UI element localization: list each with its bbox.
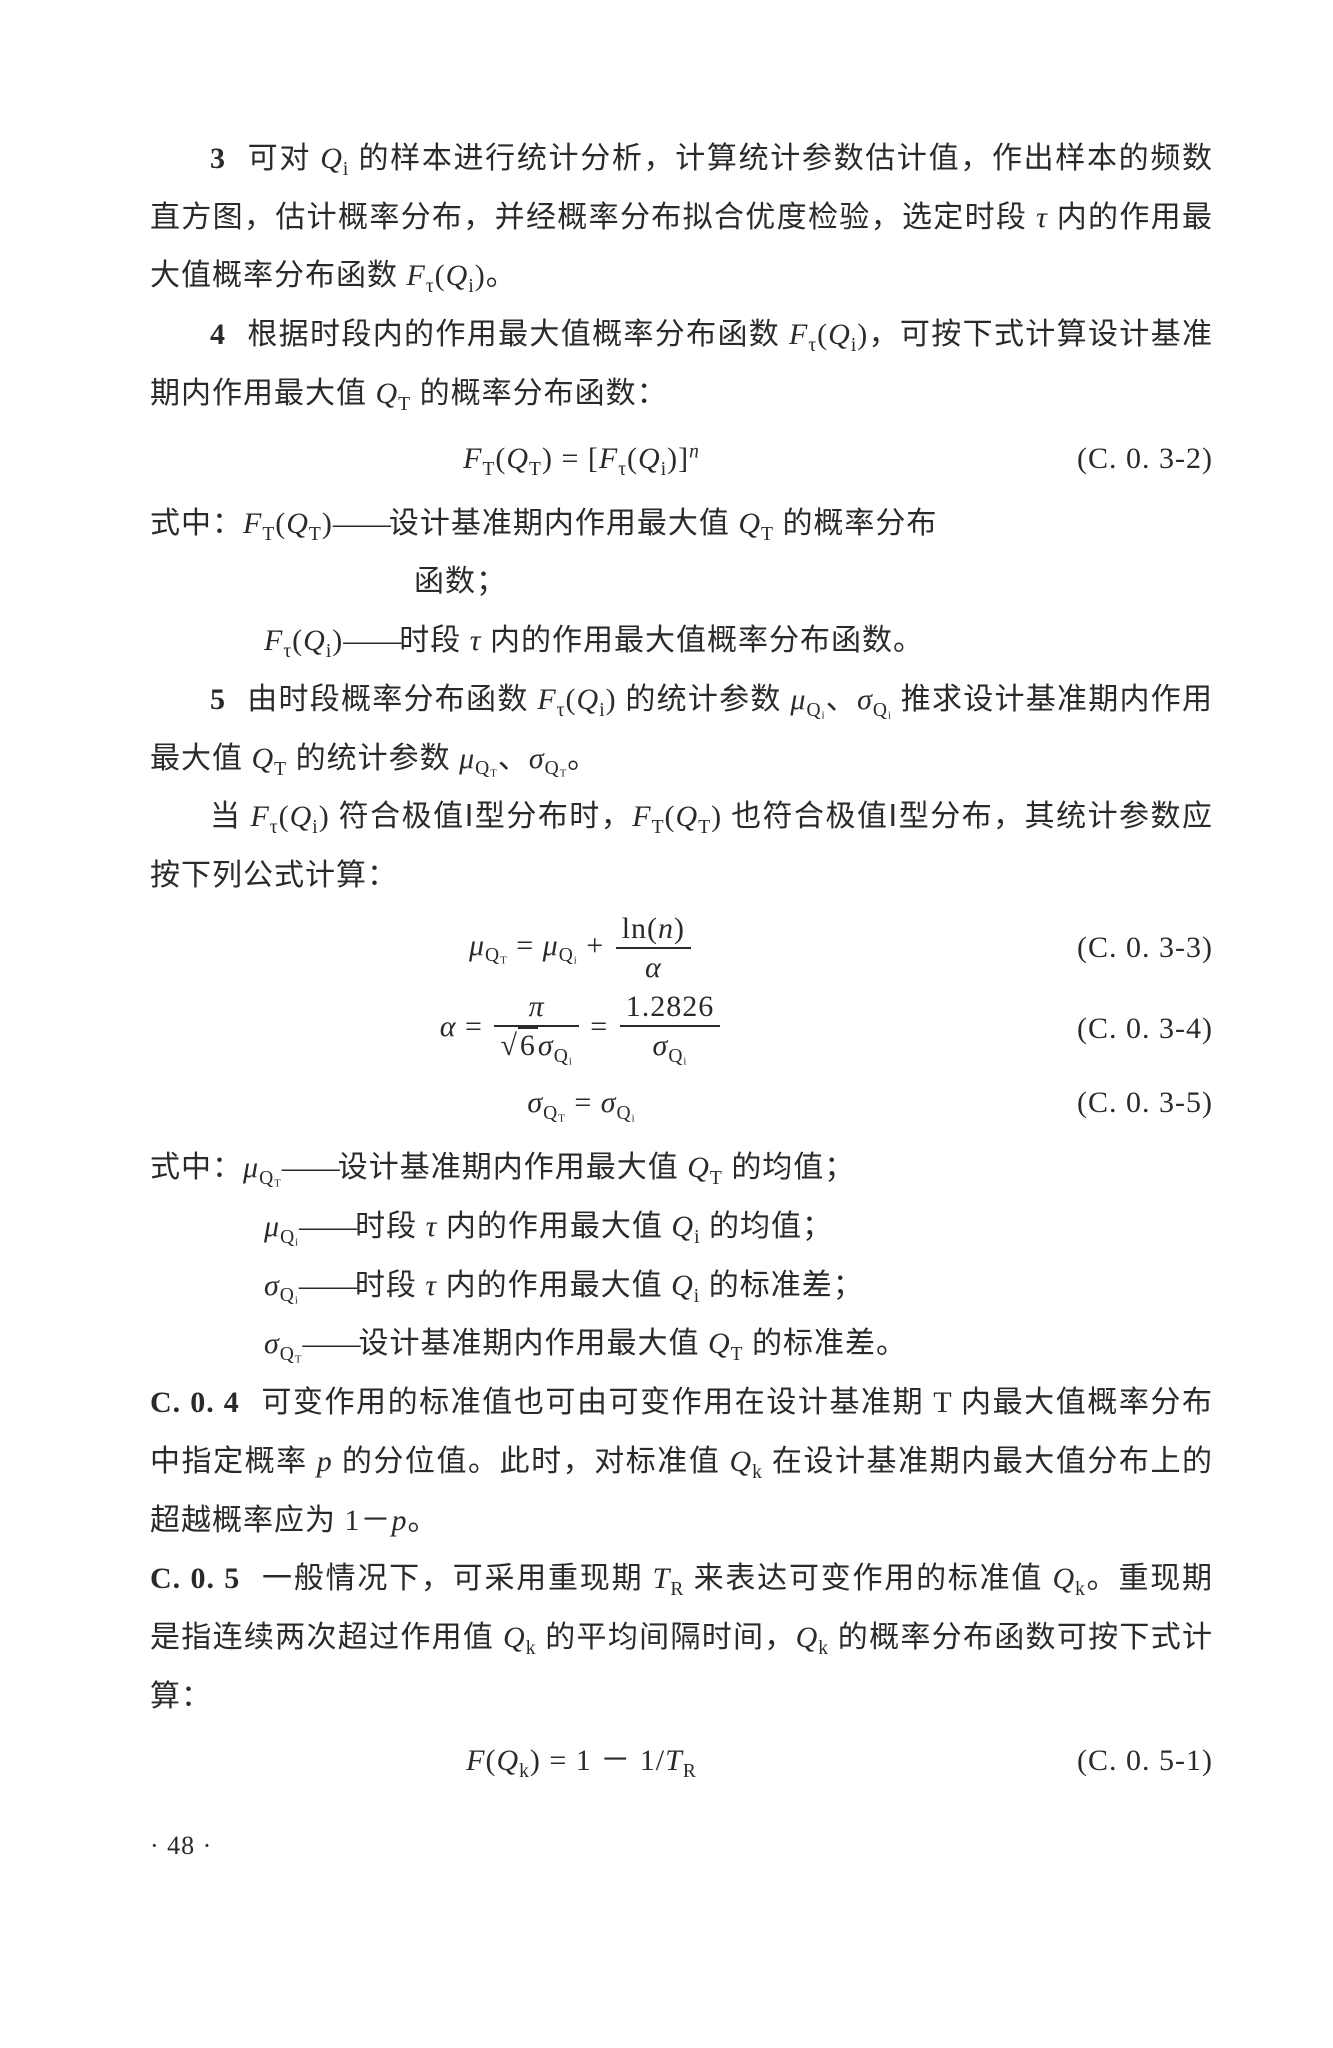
equation-c-0-3-5: σQT = σQi (C. 0. 3-5)	[150, 1074, 1213, 1133]
equation-c-0-3-4: α = π 6σQi = 1.2826 σQi (C. 0. 3-4)	[150, 990, 1213, 1068]
eq-tag-c032: (C. 0. 3-2)	[1013, 430, 1213, 489]
item-3: 3可对 Qi 的样本进行统计分析，计算统计参数估计值，作出样本的频数直方图，估计…	[150, 130, 1213, 306]
lead-c05: C. 0. 5	[150, 1562, 261, 1595]
def-c035-1: 式中：μQT——设计基准期内作用最大值 QT 的均值；	[150, 1139, 1213, 1198]
item-5b: 当 Fτ(Qi) 符合极值Ⅰ型分布时，FT(QT) 也符合极值Ⅰ型分布，其统计参…	[150, 788, 1213, 905]
lead-3: 3	[210, 142, 247, 175]
def-c035-3: σQi——时段 τ 内的作用最大值 Qi 的标准差；	[264, 1257, 1213, 1316]
def-c032-1b: 函数；	[150, 553, 1213, 612]
lead-4: 4	[210, 318, 247, 351]
def-c032-1: 式中：FT(QT)——设计基准期内作用最大值 QT 的概率分布	[150, 495, 1213, 554]
eq-tag-c051: (C. 0. 5-1)	[1013, 1732, 1213, 1791]
page-number: · 48 ·	[150, 1821, 1213, 1872]
def-c035-4: σQT——设计基准期内作用最大值 QT 的标准差。	[264, 1315, 1213, 1374]
section-c-0-4: C. 0. 4可变作用的标准值也可由可变作用在设计基准期 T 内最大值概率分布中…	[150, 1374, 1213, 1550]
lead-5: 5	[210, 683, 247, 716]
item-4: 4根据时段内的作用最大值概率分布函数 Fτ(Qi)，可按下式计算设计基准期内作用…	[150, 306, 1213, 424]
item-5: 5由时段概率分布函数 Fτ(Qi) 的统计参数 μQi、σQi 推求设计基准期内…	[150, 671, 1213, 789]
eq-tag-c034: (C. 0. 3-4)	[1013, 1000, 1213, 1059]
equation-c-0-3-2: FT(QT) = [Fτ(Qi)]n (C. 0. 3-2)	[150, 430, 1213, 489]
def-c035-2: μQi——时段 τ 内的作用最大值 Qi 的均值；	[264, 1198, 1213, 1257]
equation-c-0-5-1: F(Qk) = 1 － 1/TR (C. 0. 5-1)	[150, 1732, 1213, 1791]
lead-c04: C. 0. 4	[150, 1386, 261, 1419]
equation-c-0-3-3: μQT = μQi + ln(n) α (C. 0. 3-3)	[150, 912, 1213, 984]
eq-tag-c035: (C. 0. 3-5)	[1013, 1074, 1213, 1133]
eq-tag-c033: (C. 0. 3-3)	[1013, 919, 1213, 978]
def-c032-2: Fτ(Qi)——时段 τ 内的作用最大值概率分布函数。	[264, 612, 1213, 671]
section-c-0-5: C. 0. 5一般情况下，可采用重现期 TR 来表达可变作用的标准值 Qk。重现…	[150, 1550, 1213, 1726]
